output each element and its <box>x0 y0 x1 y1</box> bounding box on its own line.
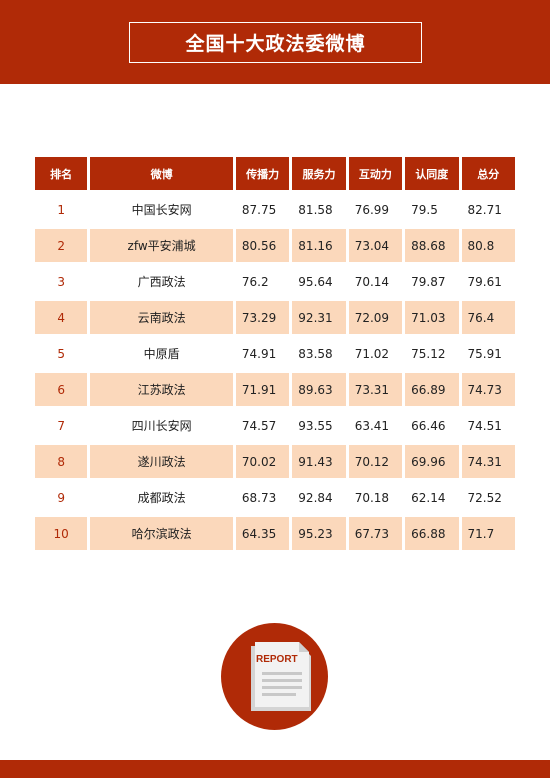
header-rank: 排名 <box>35 157 88 190</box>
table-header-row: 排名 微博 传播力 服务力 互动力 认同度 总分 <box>35 157 515 190</box>
spread-cell: 73.29 <box>235 301 290 334</box>
total-cell: 74.73 <box>461 373 515 406</box>
interaction-cell: 71.02 <box>354 346 390 361</box>
spread-cell: 74.57 <box>241 418 277 433</box>
interaction-cell: 70.12 <box>348 445 403 478</box>
header-interaction: 互动力 <box>348 157 403 190</box>
header-band: 全国十大政法委微博 <box>0 0 550 84</box>
header-weibo: 微博 <box>90 157 233 190</box>
recognition-cell: 79.5 <box>411 202 438 217</box>
table-row: 3 广西政法 76.2 95.64 70.14 79.87 79.61 <box>35 265 515 298</box>
spread-cell: 64.35 <box>235 517 290 550</box>
recognition-cell: 79.87 <box>411 274 446 289</box>
total-cell: 82.71 <box>467 202 502 217</box>
recognition-cell: 71.03 <box>405 301 459 334</box>
table-row: 8 遂川政法 70.02 91.43 70.12 69.96 74.31 <box>35 445 515 478</box>
header-total: 总分 <box>461 157 515 190</box>
spread-cell: 80.56 <box>235 229 290 262</box>
total-cell: 72.52 <box>467 490 502 505</box>
service-cell: 95.23 <box>292 517 346 550</box>
page-title: 全国十大政法委微博 <box>129 22 422 63</box>
interaction-cell: 73.04 <box>348 229 403 262</box>
spread-cell: 70.02 <box>235 445 290 478</box>
header-spread: 传播力 <box>235 157 290 190</box>
spread-cell: 76.2 <box>241 274 269 289</box>
table-row: 4 云南政法 73.29 92.31 72.09 71.03 76.4 <box>35 301 515 334</box>
recognition-cell: 66.89 <box>405 373 459 406</box>
service-cell: 95.64 <box>298 274 333 289</box>
interaction-cell: 70.18 <box>354 490 390 505</box>
service-cell: 92.84 <box>298 490 333 505</box>
table-row: 6 江苏政法 71.91 89.63 73.31 66.89 74.73 <box>35 373 515 406</box>
weibo-name-cell: 成都政法 <box>137 491 186 505</box>
weibo-name-cell: 四川长安网 <box>131 419 192 433</box>
total-cell: 74.51 <box>467 418 502 433</box>
weibo-name-cell: zfw平安浦城 <box>90 229 233 262</box>
service-cell: 92.31 <box>292 301 346 334</box>
rank-cell: 10 <box>35 517 88 550</box>
weibo-name-cell: 中国长安网 <box>131 203 192 217</box>
interaction-cell: 76.99 <box>354 202 390 217</box>
rank-cell: 7 <box>57 418 65 433</box>
footer-band <box>0 760 550 778</box>
weibo-name-cell: 广西政法 <box>137 275 186 289</box>
service-cell: 81.58 <box>298 202 333 217</box>
total-cell: 76.4 <box>461 301 515 334</box>
rank-cell: 8 <box>35 445 88 478</box>
rank-cell: 2 <box>35 229 88 262</box>
service-cell: 89.63 <box>292 373 346 406</box>
weibo-name-cell: 中原盾 <box>143 347 180 361</box>
rank-cell: 5 <box>57 346 65 361</box>
recognition-cell: 88.68 <box>405 229 459 262</box>
spread-cell: 68.73 <box>241 490 277 505</box>
report-label: REPORT <box>256 654 298 665</box>
service-cell: 81.16 <box>292 229 346 262</box>
report-badge: REPORT <box>221 623 328 730</box>
header-service: 服务力 <box>292 157 346 190</box>
recognition-cell: 75.12 <box>411 346 446 361</box>
table-row: 9 成都政法 68.73 92.84 70.18 62.14 72.52 <box>35 481 515 514</box>
total-cell: 79.61 <box>467 274 502 289</box>
total-cell: 75.91 <box>467 346 502 361</box>
interaction-cell: 73.31 <box>348 373 403 406</box>
service-cell: 93.55 <box>298 418 333 433</box>
table-row: 7 四川长安网 74.57 93.55 63.41 66.46 74.51 <box>35 409 515 442</box>
recognition-cell: 66.88 <box>405 517 459 550</box>
recognition-cell: 62.14 <box>411 490 446 505</box>
spread-cell: 74.91 <box>241 346 277 361</box>
header-recognition: 认同度 <box>405 157 459 190</box>
total-cell: 74.31 <box>461 445 515 478</box>
rank-cell: 9 <box>57 490 65 505</box>
rank-cell: 3 <box>57 274 65 289</box>
weibo-name-cell: 哈尔滨政法 <box>90 517 233 550</box>
ranking-table: 排名 微博 传播力 服务力 互动力 认同度 总分 1 中国长安网 87.75 8… <box>32 154 518 553</box>
table-row: 1 中国长安网 87.75 81.58 76.99 79.5 82.71 <box>35 193 515 226</box>
table-row: 5 中原盾 74.91 83.58 71.02 75.12 75.91 <box>35 337 515 370</box>
service-cell: 91.43 <box>292 445 346 478</box>
interaction-cell: 72.09 <box>348 301 403 334</box>
weibo-name-cell: 遂川政法 <box>90 445 233 478</box>
interaction-cell: 67.73 <box>348 517 403 550</box>
report-document-icon: REPORT <box>251 642 311 711</box>
rank-cell: 4 <box>35 301 88 334</box>
weibo-name-cell: 江苏政法 <box>90 373 233 406</box>
service-cell: 83.58 <box>298 346 333 361</box>
interaction-cell: 63.41 <box>354 418 390 433</box>
total-cell: 80.8 <box>461 229 515 262</box>
rank-cell: 6 <box>35 373 88 406</box>
recognition-cell: 69.96 <box>405 445 459 478</box>
table-row: 2 zfw平安浦城 80.56 81.16 73.04 88.68 80.8 <box>35 229 515 262</box>
total-cell: 71.7 <box>461 517 515 550</box>
table-row: 10 哈尔滨政法 64.35 95.23 67.73 66.88 71.7 <box>35 517 515 550</box>
interaction-cell: 70.14 <box>354 274 390 289</box>
recognition-cell: 66.46 <box>411 418 446 433</box>
rank-cell: 1 <box>57 202 65 217</box>
spread-cell: 71.91 <box>235 373 290 406</box>
weibo-name-cell: 云南政法 <box>90 301 233 334</box>
spread-cell: 87.75 <box>241 202 277 217</box>
